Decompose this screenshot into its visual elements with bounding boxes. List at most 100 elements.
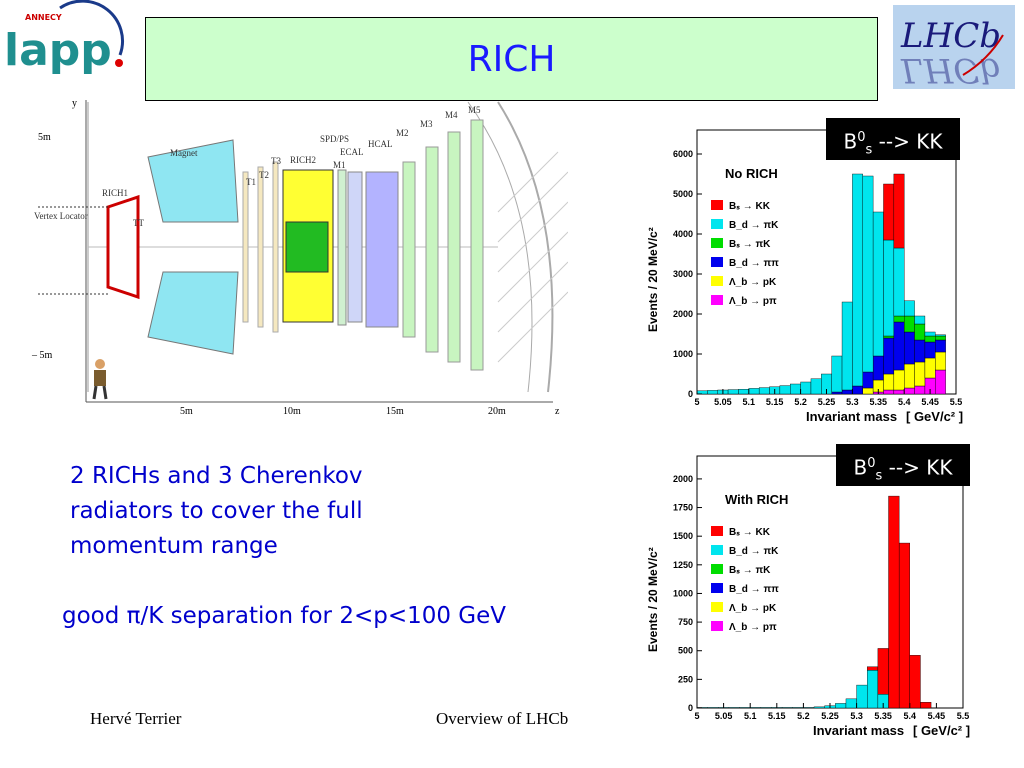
lapp-annecy-text: ANNECY: [25, 13, 62, 22]
legend-entry: Bₛ → πK: [729, 565, 771, 576]
label-tt: TT: [133, 218, 144, 228]
histogram-bar: [893, 315, 905, 323]
histogram-bar: [883, 239, 895, 337]
histogram-bar: [760, 707, 772, 709]
x-tick-label: 5.35: [870, 397, 888, 407]
x-axis-label: Invariant mass: [813, 723, 904, 738]
x-tick-label: 5.1: [743, 397, 756, 407]
x-tick-label: 5.45: [921, 397, 939, 407]
histogram-bar: [862, 175, 874, 373]
histogram-bar: [904, 300, 915, 317]
y-tick-label: 6000: [673, 149, 693, 159]
label-m4: M4: [445, 110, 458, 120]
footer-author: Hervé Terrier: [90, 709, 182, 728]
histogram-bar: [867, 666, 879, 671]
panel-label: With RICH: [725, 492, 788, 507]
y-tick-label: 500: [678, 646, 693, 656]
lhcb-logo: LHCb LHCb: [893, 5, 1015, 89]
histogram-bar: [862, 371, 874, 389]
y-axis-label: Events / 20 MeV/c²: [646, 227, 660, 332]
page-title: RICH: [467, 38, 556, 80]
chart-with-rich-tag: B0s --> KK: [836, 444, 970, 486]
histogram-bar: [904, 363, 915, 389]
label-m1: M1: [333, 160, 346, 170]
histogram-bar: [914, 315, 926, 325]
x-tick-label: 5.05: [715, 711, 733, 721]
chart-no-rich-tag: B0s --> KK: [826, 118, 960, 160]
label-hcal: HCAL: [368, 139, 393, 149]
legend-entry: B_d → πK: [729, 546, 779, 557]
label-m5: M5: [468, 105, 481, 115]
histogram-bar: [883, 337, 895, 375]
x-tick-label: 5.05: [714, 397, 732, 407]
detector-z-tick-20m: 20m: [488, 406, 506, 417]
histogram-bar: [924, 341, 936, 359]
x-tick-label: 5.5: [950, 397, 963, 407]
histogram-bar: [803, 707, 815, 709]
detector-z-tick-5m: 5m: [180, 406, 193, 417]
histogram-bar: [888, 495, 900, 709]
histogram-bar: [738, 389, 750, 395]
x-tick-label: 5.35: [874, 711, 892, 721]
histogram-bar: [852, 385, 863, 395]
histogram-bar: [883, 183, 895, 241]
histogram-bar: [831, 355, 843, 393]
histogram-bar: [924, 335, 936, 343]
legend-entry: Bₛ → KK: [729, 201, 771, 212]
detector-z-tick-10m: 10m: [283, 406, 301, 417]
x-tick-label: 5.25: [821, 711, 839, 721]
legend-swatch: [711, 526, 723, 536]
chart-with-rich: 0 250 500 750 1000 1250 1500 1750 2000 5 5.05 5.1 5.…: [646, 455, 970, 738]
x-tick-label: 5: [694, 711, 699, 721]
y-tick-label: 250: [678, 674, 693, 684]
histogram-bar: [893, 389, 905, 395]
chart-no-rich: 0 1000 2000 3000 4000 5000 6000 5 5.05 5.1 5.15 5.2…: [646, 129, 963, 424]
histogram-bar: [877, 648, 889, 695]
detector-y-tick-5m: 5m: [38, 132, 51, 143]
histogram-bar: [904, 331, 915, 365]
legend-entry: B_d → ππ: [729, 258, 779, 269]
title-box: [145, 17, 878, 101]
bullet-riches: 2 RICHs and 3 Cherenkov radiators to cov…: [70, 463, 363, 559]
histogram-bar: [904, 315, 915, 333]
y-tick-label: 1000: [673, 588, 693, 598]
label-vertex: Vertex Locator: [34, 211, 88, 221]
legend-entry: Λ_b → pπ: [729, 622, 777, 633]
x-tick-label: 5.5: [957, 711, 970, 721]
histogram-bar: [920, 702, 932, 709]
histogram-bar: [810, 378, 822, 395]
histogram-bar: [914, 323, 926, 341]
histogram-bar: [790, 383, 801, 395]
label-ecal: ECAL: [340, 147, 364, 157]
histogram-bar: [935, 339, 946, 353]
histogram-bar: [862, 387, 874, 395]
legend-swatch: [711, 602, 723, 612]
legend-swatch: [711, 238, 723, 248]
x-tick-label: 5.4: [904, 711, 917, 721]
y-tick-label: 5000: [673, 189, 693, 199]
histogram-bar: [748, 388, 760, 395]
histogram-bar: [893, 247, 905, 317]
x-axis-label: Invariant mass: [806, 409, 897, 424]
label-m2: M2: [396, 128, 409, 138]
legend-swatch: [711, 276, 723, 286]
histogram-bar: [792, 707, 804, 709]
histogram-bar: [813, 706, 825, 709]
histogram-bar: [914, 361, 926, 387]
histogram-bar: [883, 335, 895, 339]
x-axis-unit: [ GeV/c² ]: [913, 723, 970, 738]
y-tick-label: 0: [688, 703, 693, 713]
label-t2: T2: [259, 170, 269, 180]
histogram-bar: [749, 707, 762, 709]
legend-entry: Bₛ → πK: [729, 239, 771, 250]
lhcb-detector-diagram: y 5m – 5m z 5m 10m 15m 20m Vertex Locato…: [31, 98, 568, 417]
panel-label: No RICH: [725, 166, 778, 181]
detector-y-axis-label: y: [72, 98, 77, 109]
histogram-bar: [872, 355, 884, 381]
x-tick-label: 5.45: [928, 711, 946, 721]
legend-swatch: [711, 257, 723, 267]
histogram-bar: [845, 698, 857, 709]
legend-entry: B_d → ππ: [729, 584, 779, 595]
histogram-bar: [883, 373, 895, 391]
histogram-bar: [758, 387, 770, 395]
